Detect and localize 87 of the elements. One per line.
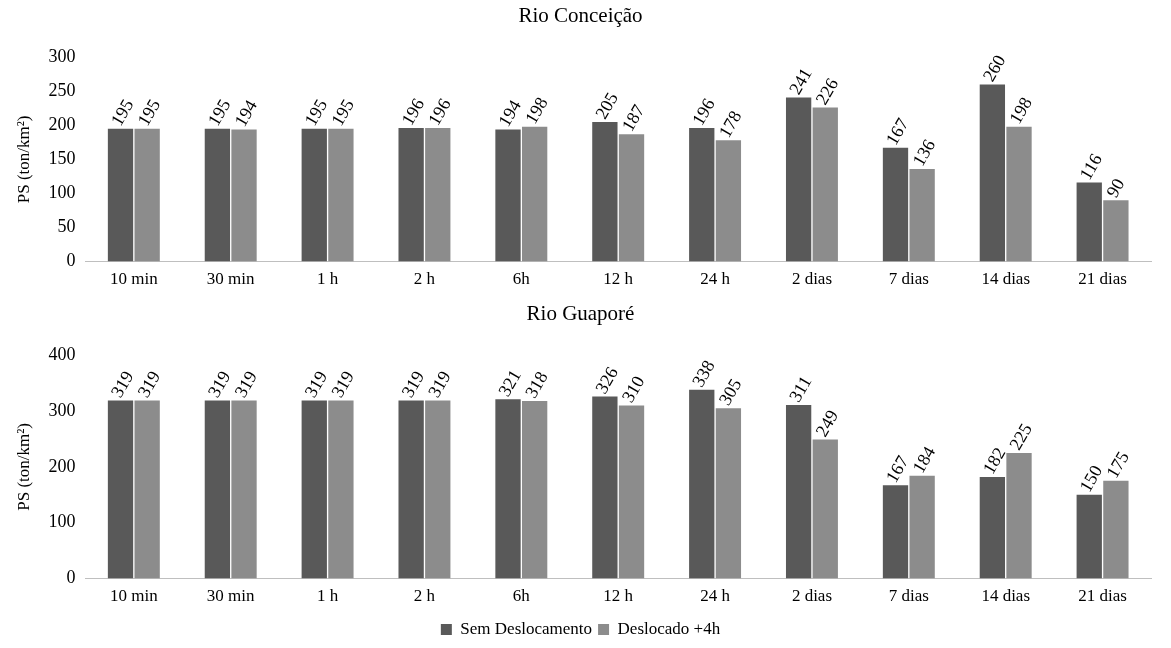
bar (231, 129, 257, 262)
bar (592, 121, 618, 262)
x-tick-label: 2 h (413, 586, 436, 606)
legend-label: Deslocado +4h (617, 618, 721, 638)
bar (812, 439, 838, 579)
bar (979, 476, 1006, 579)
bar (618, 134, 645, 262)
bar (1006, 126, 1032, 262)
bar (689, 389, 715, 579)
x-tick-label: 7 dias (888, 269, 929, 289)
bar (812, 107, 838, 262)
legend-label: Sem Deslocamento (460, 618, 593, 638)
bar (328, 128, 354, 262)
bar (134, 128, 160, 262)
x-tick-label: 24 h (700, 269, 731, 289)
bar (107, 400, 134, 579)
bar (495, 129, 521, 262)
y-tick-label: 0 (66, 250, 76, 271)
x-tick-label: 6h (512, 269, 531, 289)
bar (398, 400, 424, 579)
bar (398, 128, 424, 262)
bar (689, 128, 715, 262)
x-tick-label: 2 dias (791, 269, 833, 289)
x-tick-label: 21 dias (1078, 586, 1127, 606)
x-tick-label: 10 min (109, 586, 159, 606)
bar (1103, 480, 1129, 579)
bar (909, 168, 935, 262)
bar (909, 475, 935, 579)
y-tick-label: 400 (48, 343, 76, 364)
bar (715, 408, 742, 579)
bar (495, 399, 521, 579)
chart-title: Rio Conceição (518, 3, 643, 28)
y-tick-label: 300 (48, 399, 76, 420)
bar (425, 128, 451, 262)
bar (204, 128, 231, 262)
bar (301, 128, 327, 262)
x-tick-label: 14 dias (981, 269, 1031, 289)
y-axis-title: PS (ton/km²) (13, 423, 33, 511)
bar (1076, 494, 1102, 579)
data-label: 311 (784, 372, 816, 406)
bar (521, 126, 548, 262)
x-tick-label: 14 dias (981, 586, 1031, 606)
bar (134, 400, 160, 579)
bar (1076, 182, 1102, 262)
bar (882, 485, 909, 579)
y-tick-label: 50 (57, 216, 76, 237)
y-tick-label: 250 (48, 80, 76, 100)
x-tick-label: 30 min (206, 269, 256, 289)
x-tick-label: 12 h (603, 586, 634, 606)
bar (301, 400, 327, 579)
y-tick-label: 200 (48, 114, 76, 135)
data-label: 249 (811, 406, 843, 440)
x-tick-label: 21 dias (1078, 269, 1127, 289)
bar (715, 140, 742, 262)
x-tick-label: 30 min (206, 586, 256, 606)
bar (785, 404, 812, 579)
y-tick-label: 0 (66, 567, 76, 588)
bar (785, 97, 812, 262)
bar (107, 128, 134, 262)
data-label: 260 (978, 51, 1010, 85)
x-tick-label: 12 h (603, 269, 634, 289)
y-axis-title: PS (ton/km²) (13, 115, 33, 204)
bar (204, 400, 231, 579)
bar (979, 84, 1006, 262)
x-tick-label: 2 h (413, 269, 436, 289)
y-tick-label: 100 (48, 182, 76, 203)
x-tick-label: 1 h (316, 269, 339, 289)
y-tick-label: 150 (48, 148, 76, 169)
data-label: 198 (1005, 93, 1037, 128)
x-tick-label: 2 dias (791, 586, 833, 606)
chart-title: Rio Guaporé (526, 301, 635, 326)
y-tick-label: 300 (48, 45, 76, 66)
x-tick-label: 10 min (109, 269, 159, 289)
bar (592, 396, 618, 579)
x-tick-label: 6h (512, 586, 531, 606)
bar (1006, 452, 1032, 579)
x-tick-label: 24 h (700, 586, 731, 606)
bar (425, 400, 451, 579)
y-tick-label: 100 (48, 511, 76, 532)
bar (231, 400, 257, 579)
x-tick-label: 7 dias (888, 586, 929, 606)
bar (882, 147, 909, 262)
bar (521, 401, 548, 579)
bar (618, 405, 645, 579)
x-tick-label: 1 h (316, 586, 339, 606)
bar (328, 400, 354, 579)
y-tick-label: 200 (48, 455, 76, 476)
